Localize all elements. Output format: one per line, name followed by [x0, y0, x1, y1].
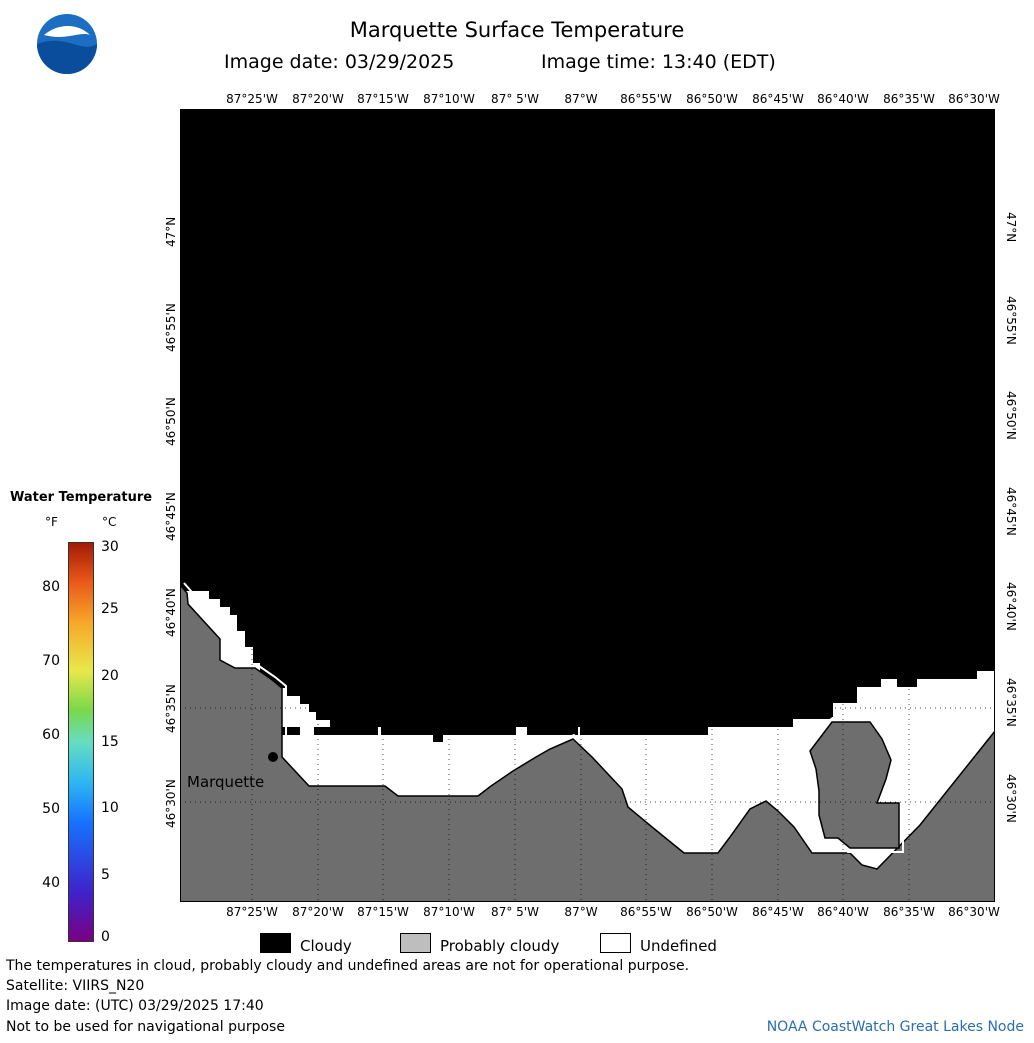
- lon-label: 87°10'W: [423, 905, 475, 919]
- lon-label: 87°25'W: [226, 92, 278, 106]
- image-time: Image time: 13:40 (EDT): [541, 51, 776, 73]
- tick-c: 10: [101, 800, 119, 816]
- city-label: Marquette: [187, 773, 265, 791]
- unit-f: °F: [45, 515, 58, 529]
- tick-f: 60: [42, 727, 60, 743]
- coastline-highlight: [183, 582, 994, 867]
- lon-label: 87°W: [564, 905, 598, 919]
- lat-label: 46°40'N: [164, 588, 178, 637]
- lat-label: 46°40'N: [1004, 582, 1018, 631]
- tick-f: 50: [42, 801, 60, 817]
- lat-label: 46°50'N: [164, 397, 178, 446]
- legend-title: Water Temperature: [10, 490, 153, 505]
- island: [809, 721, 900, 849]
- map-panel[interactable]: [180, 109, 995, 902]
- tick-c: 30: [101, 539, 119, 555]
- lon-label: 87°10'W: [423, 92, 475, 106]
- unit-c: °C: [102, 515, 117, 529]
- lon-label: 86°45'W: [752, 92, 804, 106]
- satellite-text: Satellite: VIIRS_N20: [6, 978, 145, 994]
- utc-date-text: Image date: (UTC) 03/29/2025 17:40: [6, 998, 264, 1014]
- lat-label: 46°30'N: [1004, 774, 1018, 823]
- disclaimer-text: The temperatures in cloud, probably clou…: [6, 958, 690, 974]
- tick-f: 80: [42, 579, 60, 595]
- image-date: Image date: 03/29/2025: [224, 51, 455, 73]
- cloud-cover: [180, 109, 995, 742]
- key-swatch-undefined: [600, 933, 631, 953]
- lat-label: 46°55'N: [164, 303, 178, 352]
- marquette-marker[interactable]: [268, 752, 278, 762]
- tick-c: 25: [101, 601, 119, 617]
- lon-label: 86°55'W: [620, 92, 672, 106]
- key-label-undefined: Undefined: [640, 937, 717, 955]
- key-label-cloudy: Cloudy: [300, 937, 352, 955]
- lat-label: 47°N: [164, 216, 178, 247]
- tick-f: 70: [42, 653, 60, 669]
- lon-label: 87°20'W: [292, 905, 344, 919]
- tick-c: 15: [101, 734, 119, 750]
- key-swatch-cloudy: [260, 933, 291, 953]
- lon-label: 87° 5'W: [491, 92, 539, 106]
- lat-label: 46°50'N: [1004, 391, 1018, 440]
- island-highlight: [804, 717, 904, 853]
- lat-label: 47°N: [1004, 212, 1018, 243]
- lat-label: 46°55'N: [1004, 296, 1018, 345]
- lon-label: 86°30'W: [948, 92, 1000, 106]
- lon-label: 86°50'W: [686, 92, 738, 106]
- lon-label: 86°35'W: [883, 905, 935, 919]
- lat-label: 46°30'N: [164, 779, 178, 828]
- lon-label: 87°25'W: [226, 905, 278, 919]
- key-swatch-probably-cloudy: [400, 933, 431, 953]
- lon-label: 86°40'W: [817, 905, 869, 919]
- navigation-warning: Not to be used for navigational purpose: [6, 1019, 285, 1035]
- credit-link[interactable]: NOAA CoastWatch Great Lakes Node: [766, 1019, 1024, 1035]
- tick-c: 0: [101, 929, 110, 945]
- key-label-probably-cloudy: Probably cloudy: [440, 937, 560, 955]
- lon-label: 86°30'W: [948, 905, 1000, 919]
- lon-label: 86°50'W: [686, 905, 738, 919]
- tick-c: 5: [101, 867, 110, 883]
- map-frame: [180, 109, 995, 902]
- land: [180, 583, 995, 902]
- lon-label: 87°20'W: [292, 92, 344, 106]
- map-title: Marquette Surface Temperature: [349, 18, 685, 42]
- lat-label: 46°45'N: [164, 492, 178, 541]
- lat-label: 46°35'N: [164, 684, 178, 733]
- lat-label: 46°45'N: [1004, 487, 1018, 536]
- graticule: [180, 109, 995, 902]
- lon-label: 87°15'W: [357, 92, 409, 106]
- tick-f: 40: [42, 875, 60, 891]
- lon-label: 86°45'W: [752, 905, 804, 919]
- lon-label: 86°55'W: [620, 905, 672, 919]
- lon-label: 86°40'W: [817, 92, 869, 106]
- lon-label: 87° 5'W: [491, 905, 539, 919]
- svg-text:NOAA: NOAA: [55, 27, 79, 36]
- lon-label: 87°15'W: [357, 905, 409, 919]
- noaa-logo: NOAA: [37, 14, 97, 74]
- lon-label: 87°W: [564, 92, 598, 106]
- lon-label: 86°35'W: [883, 92, 935, 106]
- tick-c: 20: [101, 668, 119, 684]
- temperature-colorbar: [68, 542, 94, 942]
- lat-label: 46°35'N: [1004, 678, 1018, 727]
